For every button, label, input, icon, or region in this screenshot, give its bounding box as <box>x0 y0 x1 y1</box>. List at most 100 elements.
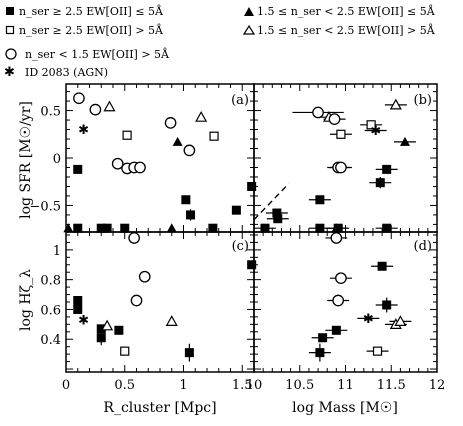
y-axis-label-top: log SFR [M☉/yr] <box>18 101 34 219</box>
y-axis-label-bottom: log Hζ_λ <box>18 269 34 331</box>
data-point-open-circle <box>134 161 146 174</box>
x-tick-label: 11 <box>337 378 354 393</box>
legend-label: n_ser ≥ 2.5 EW[OII] > 5Å <box>19 23 164 37</box>
data-point-star: ✱ <box>78 313 89 328</box>
legend-marker-filled-triangle <box>244 7 254 16</box>
data-point-filled-square <box>73 304 83 314</box>
data-point-filled-triangle <box>399 136 410 146</box>
data-point-open-triangle <box>195 110 208 122</box>
y-tick-label: 0 <box>53 152 61 167</box>
data-point-open-circle <box>330 232 343 244</box>
data-point-open-circle <box>312 106 324 119</box>
data-points: ✱ ✱ ✱ ✱ <box>63 92 416 362</box>
data-point-star: ✱ <box>78 123 89 138</box>
x-tick-label: 11.5 <box>377 378 406 393</box>
data-point-open-triangle <box>165 315 178 326</box>
data-point-filled-square <box>73 223 83 233</box>
data-point-filled-triangle <box>331 223 342 233</box>
data-point-filled-square <box>120 223 130 233</box>
tick-labels: 0 0.5 1 1.5 10 10.5 11 11.5 12 0.5 0 −0.… <box>29 105 445 393</box>
data-point-open-circle <box>332 294 345 307</box>
data-point-filled-square <box>184 348 194 358</box>
data-point-filled-square <box>102 223 112 233</box>
data-point-open-circle <box>73 92 85 105</box>
legend-item: 1.5 ≤ n_ser < 2.5 EW[OII] ≤ 5Å <box>244 4 436 18</box>
tick-marks <box>65 84 438 372</box>
x-tick-label: 1 <box>179 378 187 393</box>
panel-label-b: (b) <box>414 93 432 108</box>
panel-c-frame <box>65 231 255 373</box>
data-point-open-circle <box>138 270 151 283</box>
legend-label: n_ser ≥ 2.5 EW[OII] ≤ 5Å <box>19 4 164 18</box>
legend-item: n_ser ≥ 2.5 EW[OII] > 5Å <box>5 23 164 37</box>
data-point-filled-square <box>382 300 392 310</box>
data-point-open-circle <box>111 157 124 170</box>
data-point-filled-square <box>73 296 83 306</box>
data-point-open-triangle <box>101 319 114 331</box>
panel-label-a: (a) <box>231 93 249 108</box>
data-point-filled-square <box>315 195 325 205</box>
data-point-filled-square <box>382 164 392 174</box>
legend-marker-star: ✱ <box>4 65 15 80</box>
data-point-filled-square <box>375 178 385 188</box>
y-tick-label: 0.6 <box>40 303 61 318</box>
data-point-filled-square <box>260 223 270 233</box>
data-point-filled-square <box>96 324 106 334</box>
legend-marker-filled-square <box>6 7 14 15</box>
data-point-open-circle <box>128 232 140 244</box>
legend-item: n_ser < 1.5 EW[OII] > 5Å <box>5 47 170 61</box>
data-point-open-square <box>120 346 130 356</box>
legend-marker-open-triangle <box>242 24 256 35</box>
data-point-open-circle <box>328 113 341 125</box>
panel-label-c: (c) <box>232 239 249 254</box>
reference-line <box>253 183 290 221</box>
y-tick-label: 1 <box>53 244 61 259</box>
data-point-open-triangle <box>389 98 402 110</box>
data-point-open-circle <box>183 144 196 157</box>
x-tick-label: 10.5 <box>285 378 314 393</box>
data-point-filled-square <box>73 164 83 174</box>
data-point-filled-square <box>181 195 191 205</box>
panel-d-frame <box>253 231 438 373</box>
data-point-filled-square <box>186 210 196 220</box>
x-tick-label: 0.5 <box>114 378 135 393</box>
data-point-star: ✱ <box>363 312 374 327</box>
x-axis-label-left: R_cluster [Mpc] <box>103 400 216 416</box>
data-point-filled-triangle <box>172 136 183 146</box>
data-point-filled-triangle <box>166 223 177 233</box>
legend-label: 1.5 ≤ n_ser < 2.5 EW[OII] ≤ 5Å <box>257 4 436 18</box>
data-point-filled-square <box>247 181 257 191</box>
panel-b-frame <box>253 83 438 233</box>
data-point-filled-square <box>377 261 387 271</box>
y-tick-label: 0.5 <box>40 105 61 120</box>
data-point-open-square <box>366 120 376 130</box>
data-point-open-square <box>372 346 383 356</box>
data-point-open-circle <box>89 103 102 116</box>
x-tick-label: 12 <box>429 378 446 393</box>
data-point-filled-square <box>318 333 328 343</box>
legend-item: n_ser ≥ 2.5 EW[OII] ≤ 5Å <box>6 4 164 18</box>
data-point-filled-square <box>331 325 341 335</box>
x-tick-label: 1.5 <box>232 378 253 393</box>
data-point-filled-square <box>315 348 325 358</box>
x-tick-label: 10 <box>246 378 263 393</box>
y-tick-label: 0.8 <box>40 274 61 289</box>
legend: n_ser ≥ 2.5 EW[OII] ≤ 5Å n_ser ≥ 2.5 EW[… <box>4 4 436 80</box>
data-point-filled-square <box>382 223 392 233</box>
legend-label: 1.5 ≤ n_ser < 2.5 EW[OII] > 5Å <box>257 23 436 37</box>
data-point-open-triangle <box>394 315 407 326</box>
y-tick-label: −0.5 <box>29 199 61 214</box>
data-point-star: ✱ <box>370 124 381 139</box>
data-point-open-circle <box>164 117 177 129</box>
legend-item: ✱ ID 2083 (AGN) <box>4 65 108 80</box>
data-point-open-square <box>336 129 346 139</box>
legend-label: ID 2083 (AGN) <box>25 66 108 79</box>
data-point-filled-square <box>96 223 106 233</box>
legend-marker-open-circle <box>5 48 17 60</box>
data-point-open-circle <box>335 272 347 285</box>
data-point-open-circle <box>130 294 143 307</box>
legend-item: 1.5 ≤ n_ser < 2.5 EW[OII] > 5Å <box>242 23 436 37</box>
data-point-filled-triangle <box>63 223 74 233</box>
legend-marker-open-square <box>5 25 15 35</box>
